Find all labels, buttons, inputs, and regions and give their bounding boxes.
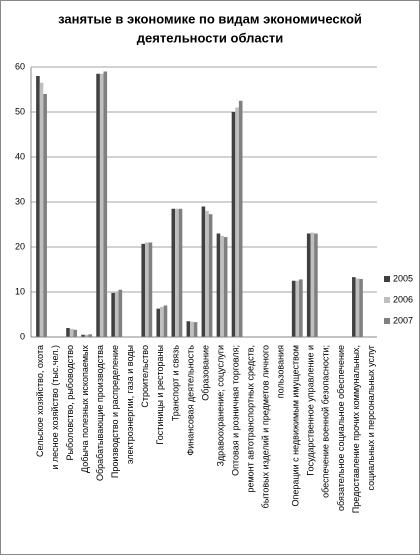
bar [111,292,115,337]
x-tick-label: Операции с недвижимым имуществом [291,345,301,506]
x-tick-label: обеспечение военной безопасности; [321,345,331,498]
x-tick-label: Гостиницы и рестораны [155,345,165,445]
x-tick-label: Здравоохранение; соцуслуги [215,345,225,467]
bar [352,277,356,337]
bar [88,334,93,337]
bar [43,94,47,337]
x-tick-label: пользования [276,345,286,398]
bar [81,334,85,337]
bar [235,107,239,337]
legend-label: 2007 [393,315,413,325]
x-tick-label: Образование [200,345,210,401]
bar [220,235,224,337]
bar [310,232,315,337]
bar [145,242,149,337]
legend-swatch [384,297,390,303]
legend-label: 2005 [393,273,413,283]
bar [201,206,206,337]
x-tick-label: и лесное хозяйство (тыс.чел.) [50,345,60,470]
bar [66,328,70,337]
x-tick-label: социальных и персональных услуг [366,344,376,490]
bar [156,308,161,337]
bar [73,329,78,337]
bar [114,292,119,337]
x-tick-label: Оптовая и розничная торговля; [230,345,240,476]
x-tick-label: электроэнергии, газа и воды [125,345,135,464]
bar [160,306,164,337]
y-tick-label: 10 [15,286,25,296]
bar [103,71,108,337]
bar [186,321,191,337]
bar [171,208,176,337]
bar [96,73,100,337]
y-tick-label: 50 [15,106,25,116]
x-tick-label: Рыболовство, рыбоводство [65,345,75,460]
bar [291,280,296,337]
bar [231,112,236,337]
x-tick-label: Государственное управление и [306,345,316,476]
x-tick-label: Сельское хозяйство, охота [35,345,45,457]
bar [163,305,168,337]
bar [355,278,360,337]
bar [178,208,183,337]
bar [84,334,89,337]
y-tick-label: 30 [15,196,25,206]
bar [299,279,303,337]
y-tick-label: 60 [15,61,25,71]
bar [216,233,221,337]
bar [314,233,318,337]
bar [306,233,311,337]
x-tick-label: бытовых изделий и предметов личного [261,345,271,508]
chart-title: деятельности области [137,30,283,45]
legend-swatch [384,318,390,324]
x-tick-label: обязательное социальное обеспечение [336,345,346,511]
x-tick-label: Производство и распределение [110,345,120,478]
legend-label: 2006 [393,294,413,304]
bar [36,76,40,337]
bar [205,211,209,337]
x-tick-label: Предоставление прочих коммунальных, [351,345,361,513]
bar [99,73,104,337]
bar [69,328,74,337]
y-tick-label: 0 [20,331,25,341]
bar [359,278,363,337]
bar [208,214,213,337]
chart-title: занятые в экономике по видам экономическ… [58,11,362,26]
bar [190,321,194,337]
bar [238,100,243,337]
bar [141,243,146,337]
bar [175,208,179,337]
x-tick-label: ремонт автотранспортных средств, [246,345,256,493]
y-tick-label: 20 [15,241,25,251]
bar [39,82,44,337]
y-tick-label: 40 [15,151,25,161]
x-tick-label: Обрабатывающие производства [95,345,105,481]
bar [118,289,123,337]
bar [223,237,228,337]
bar [148,242,153,337]
x-tick-label: Финансовая деятельность [185,345,195,456]
legend-swatch [384,276,390,282]
x-tick-label: Транспорт и связь [170,345,180,421]
bar [295,280,300,337]
x-tick-label: Добыча полезных ископаемых [80,345,90,473]
bar [193,322,198,337]
x-tick-label: Строительство [140,345,150,408]
